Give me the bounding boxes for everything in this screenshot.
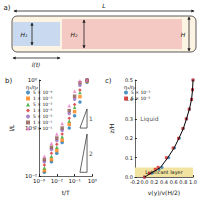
svg-text:0.1: 0.1 [125, 155, 133, 161]
svg-text:-0.2: -0.2 [130, 179, 140, 185]
svg-text:10⁻¹: 10⁻¹ [24, 125, 37, 132]
svg-text:1 × 10⁻²: 1 × 10⁻² [33, 108, 53, 113]
svg-text:0.0: 0.0 [141, 179, 149, 185]
svg-text:0.4: 0.4 [160, 179, 168, 185]
svg-text:c): c) [105, 77, 112, 85]
svg-text:10⁰: 10⁰ [88, 178, 98, 184]
svg-text:10⁻²: 10⁻² [51, 178, 63, 184]
svg-text:5 × 10⁻³: 5 × 10⁻³ [33, 102, 53, 107]
svg-text:v(y)/v(H/2): v(y)/v(H/2) [148, 189, 180, 197]
svg-text:0.0: 0.0 [124, 174, 133, 181]
svg-text:η₁/η₂: η₁/η₂ [26, 83, 38, 90]
svg-text:H: H [181, 31, 186, 38]
svg-text:1 × 10⁻³: 1 × 10⁻³ [33, 96, 53, 101]
svg-text:2: 2 [89, 150, 93, 157]
svg-text:L: L [102, 2, 105, 9]
svg-text:10⁰: 10⁰ [28, 77, 38, 83]
svg-text:1: 1 [89, 115, 93, 122]
svg-text:l/L: l/L [8, 124, 15, 132]
svg-text:1.0: 1.0 [189, 179, 197, 185]
svg-text:0.4: 0.4 [124, 96, 133, 103]
svg-text:10⁻³: 10⁻³ [33, 178, 45, 184]
svg-text:η₁/η₂: η₁/η₂ [124, 83, 136, 90]
svg-text:H₁: H₁ [21, 31, 29, 38]
svg-text:5 × 10⁻²: 5 × 10⁻² [33, 114, 53, 119]
svg-text:0.5: 0.5 [125, 77, 133, 83]
svg-text:Lubricant layer: Lubricant layer [145, 169, 183, 176]
svg-text:0.2: 0.2 [125, 135, 133, 141]
svg-text:10⁻¹: 10⁻¹ [69, 178, 81, 184]
svg-text:5 × 10⁻¹: 5 × 10⁻¹ [33, 126, 53, 131]
svg-text:t/T: t/T [62, 189, 70, 196]
svg-text:0.2: 0.2 [150, 179, 158, 185]
svg-text:z/H: z/H [108, 124, 115, 134]
svg-text:5 × 10⁻⁴: 5 × 10⁻⁴ [33, 90, 53, 95]
svg-text:0.8: 0.8 [179, 179, 187, 185]
svg-text:0.3: 0.3 [125, 116, 133, 122]
svg-text:b): b) [5, 77, 12, 85]
svg-text:1 × 10⁻¹: 1 × 10⁻¹ [33, 120, 53, 125]
svg-text:Liquid: Liquid [140, 115, 158, 123]
svg-text:10⁻²: 10⁻² [24, 173, 37, 180]
svg-text:5 × 10⁻²: 5 × 10⁻² [131, 96, 151, 101]
svg-text:5 × 10⁻³: 5 × 10⁻³ [131, 90, 151, 95]
svg-text:a): a) [3, 4, 10, 12]
svg-text:0.6: 0.6 [170, 179, 178, 185]
svg-text:H₂: H₂ [71, 31, 79, 38]
svg-text:l(t): l(t) [32, 61, 41, 68]
